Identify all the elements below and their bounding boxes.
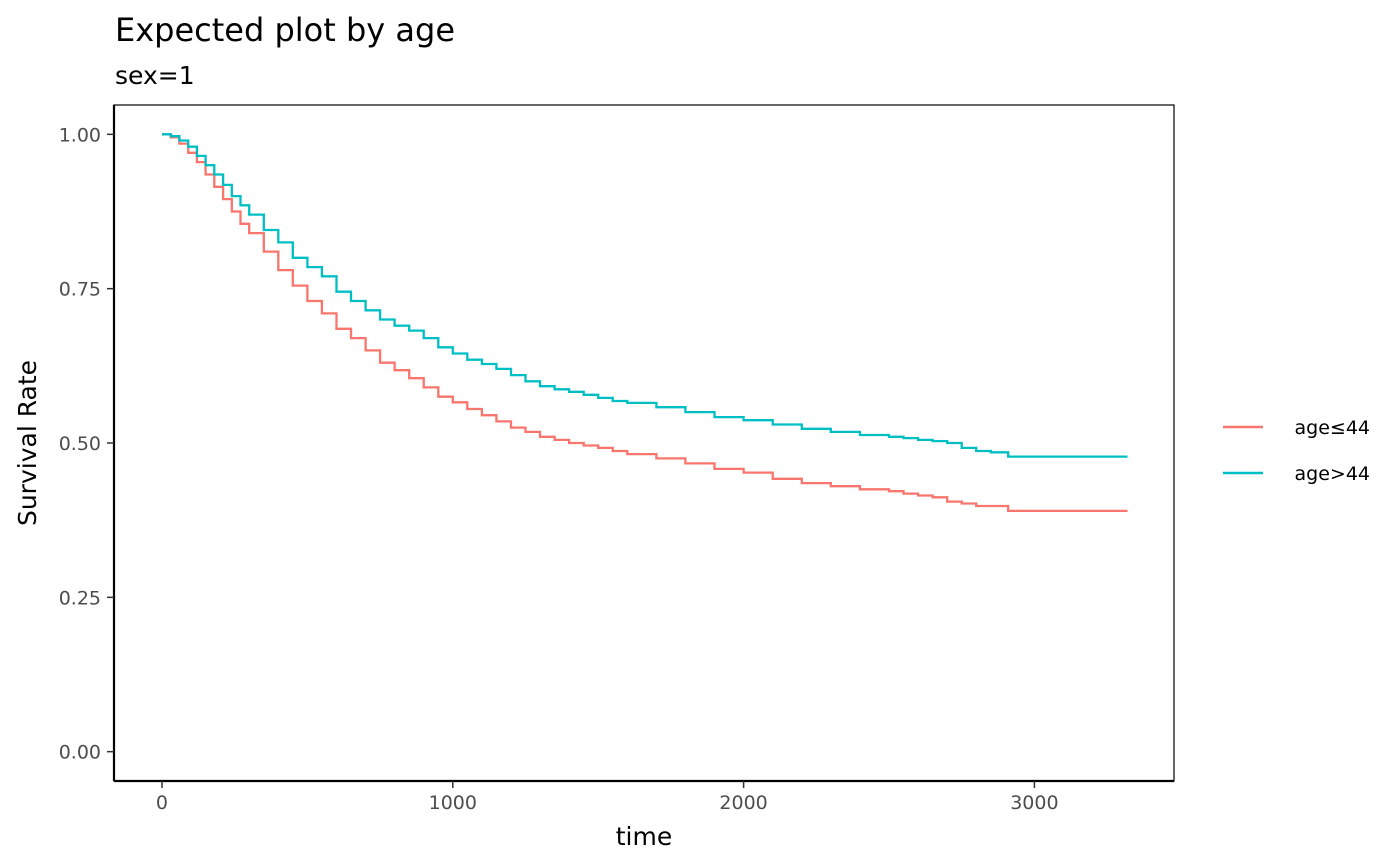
x-axis-title: time	[616, 822, 672, 851]
legend-label: age>44	[1295, 463, 1371, 485]
plot-panel	[113, 104, 1175, 782]
chart-subtitle: sex=1	[115, 61, 195, 90]
x-tick-label: 0	[156, 792, 168, 814]
y-tick-label: 0.50	[59, 433, 101, 455]
series-line-age-gt-44	[162, 133, 1128, 458]
x-axis-ticks: 0 1000 2000 3000	[156, 781, 1059, 814]
y-tick-label: 0.75	[59, 279, 101, 301]
y-tick-label: 0.25	[59, 587, 101, 609]
y-axis-ticks: 0.00 0.25 0.50 0.75 1.00	[59, 124, 114, 764]
y-axis-title: Survival Rate	[13, 360, 42, 526]
x-tick-label: 2000	[719, 792, 767, 814]
y-tick-label: 0.00	[59, 742, 101, 764]
legend: age≤44 age>44	[1223, 417, 1370, 485]
series-line-age-le-44	[162, 133, 1128, 513]
x-tick-label: 3000	[1010, 792, 1058, 814]
series-layer	[162, 133, 1128, 513]
x-tick-label: 1000	[429, 792, 477, 814]
legend-label: age≤44	[1295, 417, 1371, 439]
y-tick-label: 1.00	[59, 124, 101, 146]
chart-title: Expected plot by age	[115, 11, 455, 49]
